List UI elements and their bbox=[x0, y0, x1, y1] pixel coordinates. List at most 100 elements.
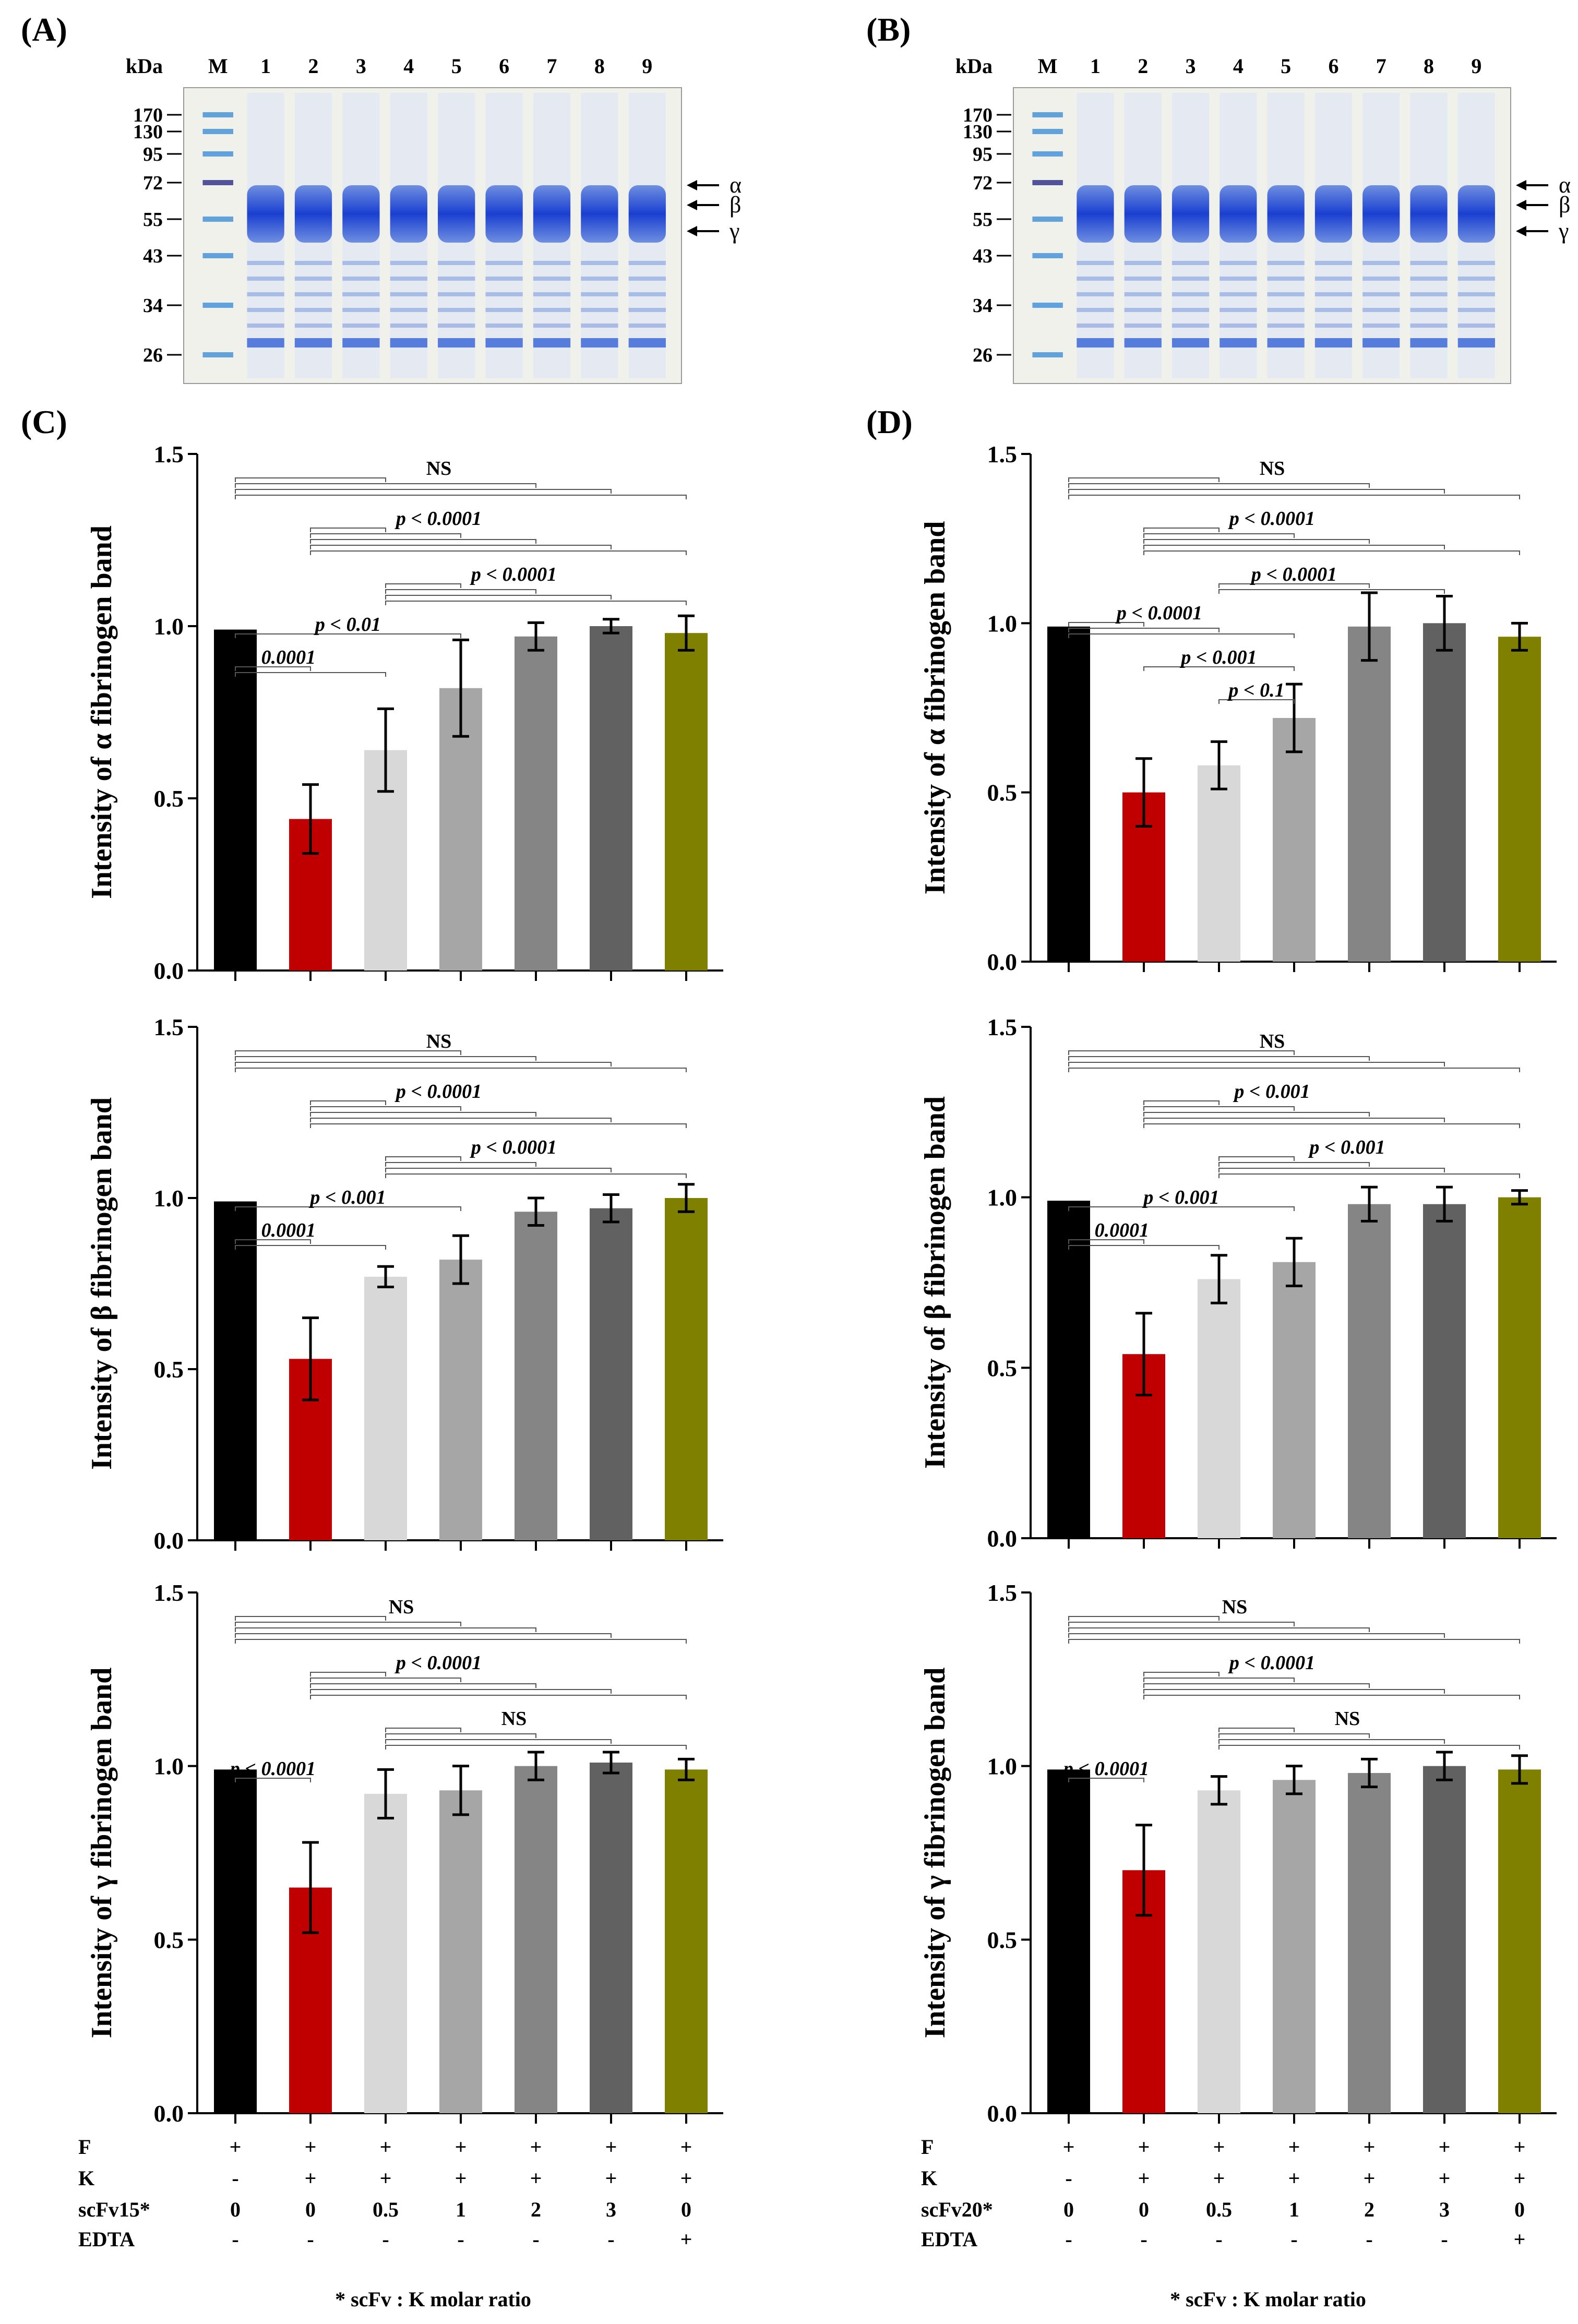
fibrinogen-band bbox=[628, 185, 666, 243]
low-mw-band bbox=[1314, 338, 1353, 348]
significance-bracket bbox=[1068, 628, 1220, 632]
minor-band bbox=[533, 308, 571, 312]
minor-band bbox=[1314, 292, 1353, 296]
gel-images: (A)kDa M 1 2 3 4 5 6 7 8 9170130957255433426αβγ(B)… bbox=[21, 11, 1571, 384]
significance-bracket bbox=[1143, 533, 1295, 538]
ladder-band bbox=[202, 112, 233, 117]
significance-bracket bbox=[1218, 1745, 1520, 1750]
minor-band bbox=[342, 292, 380, 296]
y-tick-label: 0.5 bbox=[154, 785, 184, 812]
minor-band bbox=[247, 277, 284, 281]
y-tick-label: 1.0 bbox=[154, 1753, 184, 1780]
significance-bracket bbox=[1068, 1056, 1370, 1061]
marker-label: 130 bbox=[963, 121, 993, 143]
minor-band bbox=[628, 277, 666, 281]
arrow-head bbox=[687, 226, 697, 236]
bar bbox=[665, 633, 708, 971]
minor-band bbox=[1362, 308, 1400, 312]
significance-bracket bbox=[310, 539, 536, 544]
row-label: F bbox=[921, 2135, 934, 2159]
ladder-band bbox=[202, 303, 233, 308]
y-tick-label: 0.5 bbox=[987, 1926, 1018, 1953]
minor-band bbox=[628, 324, 666, 328]
significance-bracket bbox=[385, 1739, 612, 1744]
significance-bracket bbox=[310, 1118, 612, 1122]
table-cell: + bbox=[605, 2166, 617, 2190]
y-tick-label: 1.5 bbox=[154, 1579, 184, 1606]
row-label: K bbox=[921, 2166, 937, 2190]
table-cell: - bbox=[1140, 2227, 1147, 2251]
minor-band bbox=[485, 261, 523, 265]
band-label: γ bbox=[1558, 218, 1569, 244]
table-cell: - bbox=[1290, 2227, 1297, 2251]
significance-bracket bbox=[1143, 1106, 1295, 1111]
bar bbox=[1198, 1279, 1240, 1538]
minor-band bbox=[1077, 261, 1114, 265]
minor-band bbox=[1220, 277, 1257, 281]
chart-4: 0.0 0.5 1.0 1.5 Intensity of γ fibrinogen ba… bbox=[86, 1579, 723, 2127]
significance-bracket bbox=[310, 1106, 461, 1111]
table-cell: + bbox=[455, 2135, 467, 2159]
table-cell: - bbox=[607, 2227, 614, 2251]
minor-band bbox=[1220, 324, 1257, 328]
significance-bracket bbox=[1068, 1639, 1520, 1644]
y-axis-label: Intensity of β fibrinogen band bbox=[86, 1097, 118, 1470]
significance-label: p < 0.001 bbox=[1308, 1136, 1385, 1158]
significance-bracket bbox=[1218, 1156, 1295, 1161]
significance-bracket bbox=[1068, 477, 1220, 482]
chart-0: (C) 0.0 0.5 1.0 1.5 Intensity of α fibrinogen… bbox=[21, 403, 723, 984]
significance-bracket bbox=[385, 1156, 461, 1161]
ladder-band bbox=[1032, 303, 1063, 308]
kda-label: kDa bbox=[126, 54, 163, 78]
marker-label: 95 bbox=[973, 143, 993, 165]
low-mw-band bbox=[247, 338, 284, 348]
table-cell: + bbox=[1364, 2135, 1376, 2159]
minor-band bbox=[294, 277, 332, 281]
significance-label: p < 0.0001 bbox=[394, 508, 482, 530]
band-label: β bbox=[1559, 192, 1570, 218]
bar bbox=[1198, 765, 1240, 962]
bar bbox=[1423, 1204, 1466, 1538]
lane-label: 7 bbox=[1376, 54, 1386, 78]
low-mw-band bbox=[1267, 338, 1305, 348]
marker-label: 43 bbox=[973, 245, 993, 267]
minor-band bbox=[1314, 308, 1353, 312]
table-cell: + bbox=[230, 2135, 242, 2159]
minor-band bbox=[247, 261, 284, 265]
arrow-head bbox=[1516, 226, 1526, 236]
significance-bracket bbox=[385, 589, 536, 594]
marker-label: 55 bbox=[973, 209, 993, 231]
minor-band bbox=[1124, 277, 1162, 281]
significance-bracket bbox=[235, 666, 311, 671]
lane-label: 2 bbox=[308, 54, 319, 78]
bar bbox=[665, 1769, 708, 2113]
significance-bracket bbox=[1068, 1622, 1295, 1626]
panel-label: (C) bbox=[21, 403, 67, 440]
significance-bracket bbox=[1143, 539, 1370, 544]
significance-bracket bbox=[1068, 1633, 1445, 1638]
y-axis-label: Intensity of γ fibrinogen band bbox=[919, 1668, 951, 2039]
table-cell: 3 bbox=[606, 2198, 616, 2221]
bar bbox=[1273, 1262, 1316, 1538]
lane-label: 8 bbox=[594, 54, 605, 78]
row-label: EDTA bbox=[921, 2227, 977, 2251]
y-tick-label: 0.5 bbox=[154, 1356, 184, 1383]
significance-bracket bbox=[310, 545, 612, 549]
table-cell: + bbox=[455, 2166, 467, 2190]
y-tick-label: 1.5 bbox=[987, 1014, 1018, 1040]
significance-bracket bbox=[1143, 1118, 1445, 1122]
table-cell: 0 bbox=[1063, 2198, 1074, 2221]
y-tick-label: 1.5 bbox=[154, 441, 184, 468]
y-axis-label: Intensity of α fibrinogen band bbox=[86, 525, 118, 899]
arrow-head bbox=[1516, 180, 1526, 190]
lane-label: M bbox=[208, 54, 228, 78]
significance-bracket bbox=[235, 672, 386, 677]
ladder-band bbox=[1032, 151, 1063, 157]
significance-bracket bbox=[235, 1778, 311, 1782]
lane-label: 9 bbox=[1471, 54, 1481, 78]
table-cell: + bbox=[1514, 2135, 1526, 2159]
bar bbox=[1047, 1769, 1090, 2113]
minor-band bbox=[628, 292, 666, 296]
table-cell: + bbox=[1288, 2166, 1300, 2190]
bar bbox=[214, 1201, 257, 1540]
